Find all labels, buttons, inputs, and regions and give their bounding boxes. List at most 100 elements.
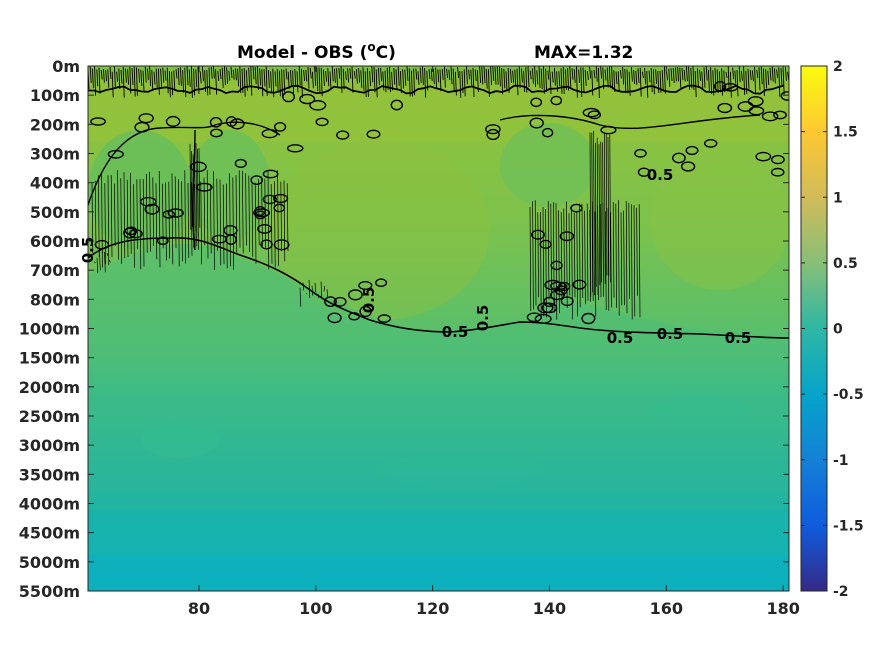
contour-label: 0.5 <box>657 325 684 343</box>
contour-ring <box>254 210 267 220</box>
contour-rings <box>90 80 789 325</box>
contour-ring <box>138 113 154 124</box>
contour-ring <box>358 281 373 291</box>
contour-label: 0.5 <box>360 287 378 314</box>
y-tick-label: 100m <box>30 86 80 105</box>
contour-ring <box>273 203 286 213</box>
contour-ring <box>229 118 245 130</box>
contour-ring <box>539 239 552 249</box>
contour-ring <box>550 260 563 271</box>
contour-ring <box>529 117 544 129</box>
contour-ring <box>90 117 107 126</box>
contour-ring <box>680 161 696 172</box>
contour-ring <box>773 110 787 120</box>
y-tick-label: 2000m <box>19 378 80 397</box>
y-tick-label: 2500m <box>19 407 80 426</box>
warm-lobe-central <box>270 140 490 320</box>
contour-ring <box>366 129 381 139</box>
contour-ring <box>672 152 686 164</box>
contour-ring <box>282 91 295 103</box>
contour-label: 0.5 <box>725 329 752 347</box>
contour-ring <box>336 130 350 140</box>
contour-ring <box>704 138 718 148</box>
contour-line-0.5 <box>88 237 789 339</box>
contour-ring <box>558 281 571 292</box>
contour-ring <box>144 203 160 215</box>
colorbar-tick-label: 2 <box>833 59 843 75</box>
contour-labels: 0.5 0.5 0.5 0.50.50.50.50.5 <box>79 166 751 347</box>
contour-ring <box>737 101 754 112</box>
streak-group <box>91 250 111 274</box>
y-tick-label: 3500m <box>19 465 80 484</box>
contour-ring <box>770 167 785 177</box>
colorbar-tick-label: -1.5 <box>833 518 864 534</box>
contour-ring <box>162 210 176 219</box>
y-tick-label: 300m <box>30 145 80 164</box>
contour-ring <box>544 279 562 291</box>
contour-ring <box>390 99 403 111</box>
warm-band <box>88 92 789 142</box>
contour-ring <box>94 239 110 250</box>
streak-group <box>91 170 289 270</box>
colorbar-tick-label: 1 <box>833 190 843 206</box>
contour-ring <box>253 208 271 218</box>
y-tick-label: 4500m <box>19 524 80 543</box>
contour-ring <box>225 234 237 246</box>
streak-group <box>189 143 201 248</box>
contour-ring <box>713 80 727 92</box>
contour-ring <box>755 151 772 162</box>
contour-ring <box>359 305 372 318</box>
contour-ring <box>333 296 347 307</box>
contour-100m <box>88 84 785 95</box>
contour-ring <box>189 161 207 173</box>
contour-ring <box>377 314 391 323</box>
contour-ring <box>309 100 327 111</box>
contour-ring <box>273 193 289 204</box>
contour-ring <box>485 124 501 135</box>
contour-ring <box>156 236 169 245</box>
contour-ring <box>195 182 213 192</box>
x-tick-label: 160 <box>650 599 683 618</box>
x-tick-label: 80 <box>188 599 210 618</box>
contour-ring <box>685 145 699 156</box>
contour-ring <box>348 312 361 321</box>
contour-ring <box>537 302 554 314</box>
contour-ring <box>581 312 596 325</box>
x-axis: 80 100 120 140 160 180 <box>188 66 800 618</box>
colorbar-tick-label: -2 <box>833 584 849 600</box>
contour-ring <box>299 93 316 105</box>
y-tick-label: 200m <box>30 115 80 134</box>
colorbar-ticks: 2 1.5 1 0.5 0 -0.5 -1 -1.5 -2 <box>801 59 864 600</box>
contour-ring <box>722 83 739 92</box>
contour-ring <box>107 149 124 159</box>
contour-ring <box>250 175 264 186</box>
contour-ring <box>234 158 247 169</box>
colorbar-tick-label: -1 <box>833 453 849 469</box>
contour-ring <box>560 296 574 307</box>
contour-ring <box>286 144 304 153</box>
contour-ring <box>123 227 137 239</box>
contour-ring <box>747 96 764 107</box>
contour-ring <box>261 128 278 139</box>
contour-label: 0.5 <box>474 305 492 332</box>
contour-ring <box>637 167 651 177</box>
colorbar-tick-label: 0.5 <box>833 256 858 272</box>
contour-ring <box>262 169 279 179</box>
contour-label: 0.5 <box>607 329 634 347</box>
contour-ring <box>780 91 789 101</box>
contour-ring <box>587 110 602 120</box>
y-tick-label: 1500m <box>19 349 80 368</box>
contour-ring <box>315 117 329 127</box>
contour-ring <box>531 229 545 240</box>
contour-ring <box>209 117 223 128</box>
y-tick-label: 500m <box>30 203 80 222</box>
cool-lobe-3 <box>500 123 596 207</box>
y-axis: 0m 100m 200m 300m 400m 500m 600m 700m 800m 1000m 1… <box>19 57 789 601</box>
contour-ring <box>257 223 273 234</box>
contour-ring <box>486 128 500 141</box>
y-tick-label: 400m <box>30 174 80 193</box>
warm-lobe-east <box>650 150 789 290</box>
contour-ring <box>761 111 779 122</box>
max-annotation: MAX=1.32 <box>534 43 633 63</box>
streak-group <box>299 279 329 307</box>
